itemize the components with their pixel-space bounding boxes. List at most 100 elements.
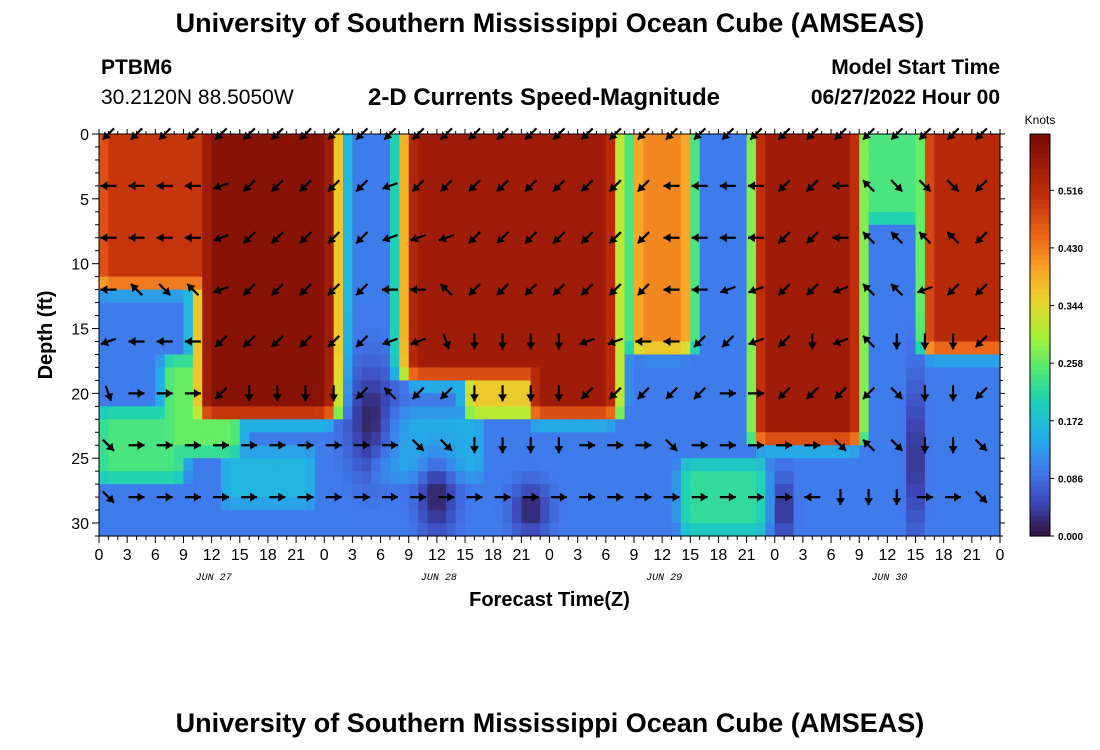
heatmap-cell bbox=[389, 172, 400, 187]
heatmap-cell bbox=[202, 328, 213, 343]
heatmap-cell bbox=[812, 432, 823, 446]
heatmap-cell bbox=[371, 237, 382, 252]
heatmap-cell bbox=[587, 367, 598, 381]
heatmap-cell bbox=[802, 237, 813, 252]
heatmap-cell bbox=[953, 198, 964, 213]
current-arrow bbox=[382, 181, 398, 191]
heatmap-cell bbox=[427, 185, 438, 200]
heatmap-cell bbox=[333, 419, 344, 433]
current-arrow bbox=[469, 437, 479, 454]
heatmap-cell bbox=[943, 134, 954, 148]
heatmap-cell bbox=[615, 289, 626, 304]
heatmap-cell bbox=[690, 237, 701, 252]
heatmap-cell bbox=[690, 211, 701, 226]
heatmap-cell bbox=[211, 289, 222, 304]
heatmap-cell bbox=[399, 211, 410, 226]
heatmap-cell bbox=[305, 471, 316, 485]
heatmap-cell bbox=[389, 315, 400, 330]
heatmap-cell bbox=[746, 159, 757, 174]
heatmap-cell bbox=[465, 328, 476, 343]
heatmap-cell bbox=[418, 510, 429, 524]
heatmap-cell bbox=[587, 471, 598, 485]
heatmap-cell bbox=[887, 185, 898, 200]
heatmap-cell bbox=[371, 380, 382, 394]
heatmap-cell bbox=[221, 484, 231, 498]
heatmap-cell bbox=[127, 224, 138, 239]
heatmap-cell bbox=[258, 276, 269, 291]
heatmap-cell bbox=[145, 458, 156, 472]
heatmap-cell bbox=[202, 523, 213, 537]
heatmap-cell bbox=[361, 237, 372, 252]
heatmap-cell bbox=[145, 341, 156, 356]
heatmap-cell bbox=[840, 510, 851, 524]
heatmap-cell bbox=[164, 523, 175, 537]
x-tick-label: 15 bbox=[231, 547, 249, 564]
heatmap-cell bbox=[859, 406, 870, 420]
heatmap-cell bbox=[877, 484, 888, 498]
heatmap-cell bbox=[831, 406, 842, 420]
heatmap-cell bbox=[746, 471, 757, 485]
heatmap-cell bbox=[455, 198, 466, 213]
colorbar-swatch bbox=[1030, 490, 1050, 497]
heatmap-cell bbox=[746, 445, 757, 459]
heatmap-cell bbox=[633, 510, 644, 524]
heatmap-cell bbox=[145, 497, 156, 511]
heatmap-cell bbox=[784, 134, 795, 148]
heatmap-cell bbox=[446, 328, 457, 343]
heatmap-cell bbox=[145, 393, 156, 407]
heatmap-cell bbox=[465, 185, 476, 200]
colorbar-swatch bbox=[1030, 400, 1050, 406]
current-arrow bbox=[128, 388, 145, 398]
heatmap-cell bbox=[802, 159, 813, 174]
heatmap-cell bbox=[953, 315, 964, 330]
heatmap-cell bbox=[558, 146, 569, 161]
heatmap-cell bbox=[521, 458, 532, 472]
heatmap-cell bbox=[258, 237, 269, 252]
heatmap-cell bbox=[530, 380, 541, 394]
heatmap-cell bbox=[511, 367, 522, 381]
current-arrow bbox=[834, 386, 847, 400]
current-arrow bbox=[213, 181, 229, 191]
heatmap-cell bbox=[915, 302, 926, 317]
heatmap-cell bbox=[906, 380, 917, 394]
heatmap-cell bbox=[258, 211, 269, 226]
heatmap-cell bbox=[831, 471, 842, 485]
heatmap-cell bbox=[605, 159, 616, 174]
heatmap-cell bbox=[418, 237, 429, 252]
heatmap-cell bbox=[108, 276, 119, 291]
heatmap-cell bbox=[971, 497, 982, 511]
heatmap-cell bbox=[540, 237, 551, 252]
heatmap-cell bbox=[455, 484, 466, 498]
heatmap-cell bbox=[389, 198, 400, 213]
current-arrow bbox=[100, 233, 117, 243]
heatmap-cell bbox=[784, 510, 795, 524]
heatmap-cell bbox=[352, 224, 363, 239]
heatmap-cell bbox=[474, 523, 485, 537]
heatmap-cell bbox=[399, 263, 410, 278]
heatmap-cell bbox=[643, 497, 654, 511]
heatmap-cell bbox=[343, 367, 354, 381]
heatmap-cell bbox=[624, 250, 635, 265]
heatmap-cell bbox=[680, 289, 691, 304]
heatmap-cell bbox=[343, 172, 354, 187]
heatmap-cell bbox=[183, 315, 194, 330]
heatmap-cell bbox=[859, 172, 870, 187]
heatmap-cell bbox=[127, 198, 138, 213]
heatmap-cell bbox=[343, 497, 354, 511]
current-arrow bbox=[467, 231, 481, 245]
heatmap-cell bbox=[943, 224, 954, 239]
heatmap-cell bbox=[389, 380, 400, 394]
heatmap-cell bbox=[737, 146, 748, 161]
y-tick-label: 15 bbox=[71, 322, 89, 339]
heatmap-cell bbox=[136, 419, 147, 433]
heatmap-cell bbox=[343, 315, 354, 330]
current-arrow bbox=[494, 492, 511, 502]
heatmap-cell bbox=[540, 367, 551, 381]
colorbar-swatch bbox=[1030, 350, 1050, 356]
heatmap-cell bbox=[943, 432, 954, 446]
heatmap-cell bbox=[896, 159, 907, 174]
current-arrow bbox=[892, 489, 902, 506]
heatmap-cell bbox=[465, 497, 476, 511]
current-arrow bbox=[862, 283, 876, 297]
heatmap-cell bbox=[286, 419, 297, 433]
